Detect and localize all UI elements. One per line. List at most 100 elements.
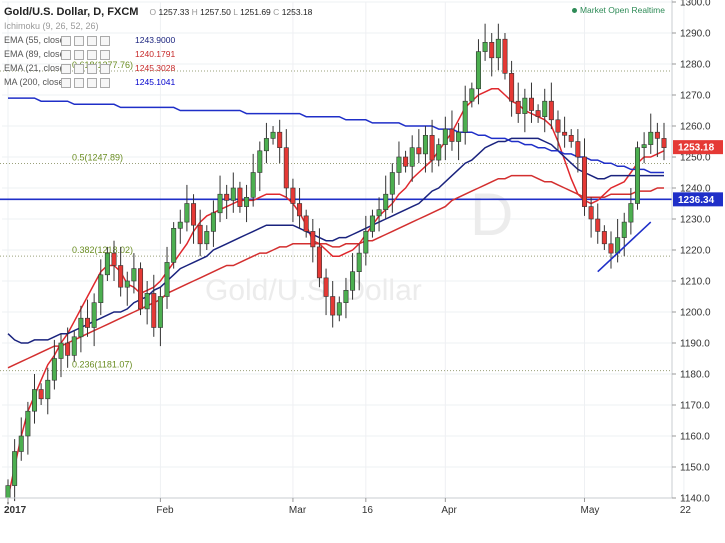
candle-body <box>416 147 422 155</box>
low-value: 1251.69 <box>240 7 271 17</box>
indicator-value: 1240.1791 <box>135 49 176 59</box>
candle-body <box>71 336 77 356</box>
candle-body <box>45 379 51 400</box>
market-status: Market Open Realtime <box>571 5 665 15</box>
legend-ichimoku[interactable]: Ichimoku (9, 26, 52, 26) <box>4 19 312 33</box>
legend-ema55[interactable]: EMA (55, close) 1243.9000 <box>4 33 312 47</box>
candle-body <box>310 231 316 248</box>
candle-body <box>58 342 64 359</box>
time-axis[interactable]: 2017 Feb Mar 16 Apr May 22 <box>0 497 691 516</box>
open-label: O <box>149 7 157 17</box>
candle-body <box>197 224 203 245</box>
symbol-header: Gold/U.S. Dollar, D, FXCM O 1257.33 H 12… <box>4 5 312 19</box>
indicator-controls[interactable] <box>60 34 133 48</box>
candle-body <box>277 131 283 148</box>
candle-body <box>654 131 660 139</box>
legend-ma200[interactable]: MA (200, close) 1245.1041 <box>4 75 312 89</box>
candle-body <box>628 203 634 223</box>
fibonacci-levels: 0.618(1277.76)0.5(1247.89)0.382(1218.02)… <box>0 60 672 372</box>
candle-body <box>164 262 170 297</box>
price-label-bg <box>673 140 723 155</box>
close-icon[interactable] <box>86 36 97 47</box>
settings-icon[interactable] <box>73 78 84 89</box>
candle-body <box>462 100 468 133</box>
indicator-controls[interactable] <box>60 76 133 90</box>
candle-body <box>641 144 647 149</box>
fib-label: 0.236(1181.07) <box>72 360 132 370</box>
eye-icon[interactable] <box>60 64 71 75</box>
candle-body <box>515 100 521 114</box>
legend-ema21[interactable]: EMA (21, close) 1245.3028 <box>4 61 312 75</box>
series-line <box>7 137 664 344</box>
more-icon[interactable] <box>99 78 110 89</box>
more-icon[interactable] <box>99 64 110 75</box>
price-axis[interactable]: 1140.0 1150.0 1160.0 1170.0 1180.0 1190.0 1200… <box>671 0 723 505</box>
candle-body <box>230 187 236 201</box>
y-tick-label: 1190.0 <box>680 339 710 350</box>
candle-body <box>595 218 601 232</box>
candle-body <box>330 296 336 316</box>
legend-ema89[interactable]: EMA (89, close) 1240.1791 <box>4 47 312 61</box>
indicator-controls[interactable] <box>60 48 133 62</box>
candle-body <box>581 156 587 207</box>
indicator-value: 1245.1041 <box>135 77 176 87</box>
candle-body <box>171 228 177 263</box>
symbol-title[interactable]: Gold/U.S. Dollar, D, FXCM <box>4 6 139 18</box>
y-tick-label: 1250.0 <box>680 153 711 164</box>
candle-body <box>98 274 104 303</box>
eye-icon[interactable] <box>60 36 71 47</box>
price-label: 1236.34 <box>678 195 715 206</box>
candle-body <box>91 302 97 328</box>
candle-body <box>535 110 541 117</box>
candle-body <box>528 97 534 111</box>
drawings <box>597 221 652 273</box>
ohlc-readout: O 1257.33 H 1257.50 L 1251.69 C 1253.18 <box>150 7 313 17</box>
more-icon[interactable] <box>99 36 110 47</box>
candle-body <box>78 317 84 338</box>
candle-body <box>250 172 256 198</box>
indicator-name: Ichimoku (9, 26, 52, 26) <box>4 21 99 31</box>
candle-body <box>555 119 561 133</box>
candle-body <box>383 193 389 210</box>
settings-icon[interactable] <box>73 64 84 75</box>
candle-body <box>389 172 395 195</box>
candle-body <box>118 265 124 288</box>
watermark-text: Gold/U.S. Dollar <box>205 274 422 307</box>
candle-body <box>336 302 342 316</box>
y-tick-label: 1270.0 <box>680 91 711 102</box>
y-tick-label: 1200.0 <box>680 308 711 319</box>
settings-icon[interactable] <box>73 50 84 61</box>
candle-body <box>608 243 614 254</box>
candle-body <box>396 156 402 173</box>
candle-body <box>601 231 607 245</box>
candle-body <box>436 144 442 161</box>
y-tick-label: 1240.0 <box>680 184 711 195</box>
candle-body <box>661 138 667 148</box>
close-icon[interactable] <box>86 50 97 61</box>
x-tick-label: Feb <box>156 505 174 516</box>
candle-body <box>151 293 157 328</box>
y-tick-label: 1230.0 <box>680 215 711 226</box>
candle-body <box>244 197 250 207</box>
candle-body <box>12 451 18 486</box>
close-label: C <box>273 7 280 17</box>
more-icon[interactable] <box>99 50 110 61</box>
candle-body <box>403 156 409 167</box>
candle-body <box>38 389 44 400</box>
candle-body <box>303 215 309 232</box>
candle-body <box>51 358 57 381</box>
indicator-lines <box>0 88 672 499</box>
eye-icon[interactable] <box>60 50 71 61</box>
realtime-label: Realtime <box>631 5 665 15</box>
candle-body <box>290 187 296 204</box>
candle-body <box>588 206 594 220</box>
settings-icon[interactable] <box>73 36 84 47</box>
close-icon[interactable] <box>86 64 97 75</box>
candle-body <box>482 41 488 52</box>
y-tick-label: 1260.0 <box>680 122 711 133</box>
indicator-controls[interactable] <box>60 62 133 76</box>
candle-body <box>18 435 24 452</box>
close-icon[interactable] <box>86 78 97 89</box>
eye-icon[interactable] <box>60 78 71 89</box>
